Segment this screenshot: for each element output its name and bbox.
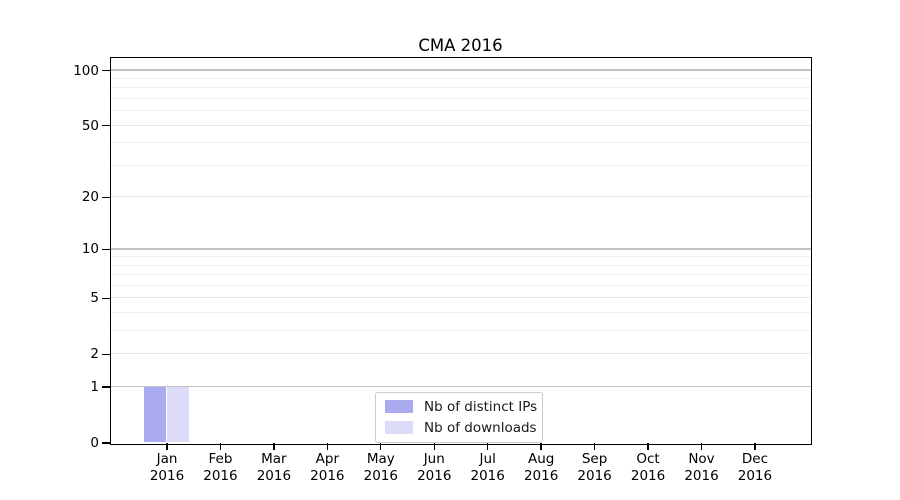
x-tick-label: Sep 2016 <box>577 450 612 485</box>
y-gridline <box>111 124 811 126</box>
x-tick-label: Jun 2016 <box>417 450 452 485</box>
y-gridline <box>111 196 811 198</box>
y-gridline-major <box>111 248 811 250</box>
y-tick-label: 10 <box>81 241 99 258</box>
legend-label: Nb of distinct IPs <box>424 398 538 415</box>
y-gridline-minor <box>111 77 811 79</box>
x-tick-mark <box>433 443 435 450</box>
y-gridline-minor <box>111 330 811 332</box>
y-tick-label: 20 <box>81 189 99 206</box>
y-tick-mark <box>102 69 110 72</box>
y-tick-mark <box>102 248 110 251</box>
x-tick-label: Nov 2016 <box>684 450 719 485</box>
legend-swatch <box>385 400 413 413</box>
x-tick-mark <box>754 443 756 450</box>
y-gridline-minor <box>111 264 811 266</box>
y-tick-label: 50 <box>81 117 99 134</box>
y-tick-label: 0 <box>90 435 99 451</box>
x-tick-label: Dec 2016 <box>737 450 773 485</box>
y-gridline-minor <box>111 87 811 89</box>
y-gridline-major <box>111 385 811 388</box>
plot-area: Nb of distinct IPs Nb of downloads <box>110 56 812 445</box>
x-tick-label: Jul 2016 <box>470 450 505 485</box>
legend-label: Nb of downloads <box>424 419 537 436</box>
x-tick-mark <box>273 443 275 450</box>
y-gridline-minor <box>111 274 811 276</box>
legend-entry: Nb of downloads <box>385 420 537 436</box>
y-gridline-minor <box>111 164 811 166</box>
y-tick-mark <box>102 297 110 300</box>
y-gridline-minor <box>111 142 811 144</box>
y-gridline-major <box>111 69 811 71</box>
bar-nb-of-downloads <box>166 386 189 443</box>
x-tick-mark <box>487 443 489 450</box>
y-gridline-minor <box>111 110 811 112</box>
y-tick-mark <box>102 196 110 198</box>
y-gridline-minor <box>111 284 811 286</box>
legend-entry: Nb of distinct IPs <box>385 399 537 415</box>
x-tick-mark <box>540 443 542 450</box>
x-tick-mark <box>380 443 382 450</box>
chart-title: CMA 2016 <box>418 36 503 55</box>
y-tick-mark <box>102 353 110 356</box>
legend-swatch <box>385 421 413 434</box>
y-gridline <box>111 297 811 299</box>
x-tick-label: Mar 2016 <box>256 450 292 485</box>
x-tick-mark <box>700 443 703 450</box>
x-tick-label: Oct 2016 <box>630 450 666 485</box>
bar-nb-of-distinct-ips <box>144 386 167 443</box>
y-tick-mark <box>102 442 110 444</box>
x-tick-label: Aug 2016 <box>523 450 559 485</box>
y-gridline-minor <box>111 97 811 99</box>
x-tick-label: Apr 2016 <box>310 450 345 485</box>
x-tick-label: Jan 2016 <box>149 450 185 485</box>
legend: Nb of distinct IPs Nb of downloads <box>375 391 543 443</box>
y-gridline <box>111 353 811 355</box>
x-tick-label: May 2016 <box>363 450 398 485</box>
y-tick-label: 1 <box>90 379 99 396</box>
y-tick-label: 100 <box>73 62 99 79</box>
x-tick-mark <box>593 443 596 450</box>
x-tick-label: Feb 2016 <box>203 450 238 485</box>
x-tick-mark <box>647 443 649 450</box>
x-tick-mark <box>326 443 329 450</box>
y-tick-mark <box>102 124 110 127</box>
y-gridline-minor <box>111 312 811 314</box>
y-tick-label: 2 <box>90 346 99 363</box>
y-gridline-minor <box>111 256 811 258</box>
x-tick-mark <box>166 443 168 450</box>
y-tick-mark <box>102 386 110 388</box>
y-tick-label: 5 <box>90 290 99 307</box>
x-tick-mark <box>219 443 222 450</box>
